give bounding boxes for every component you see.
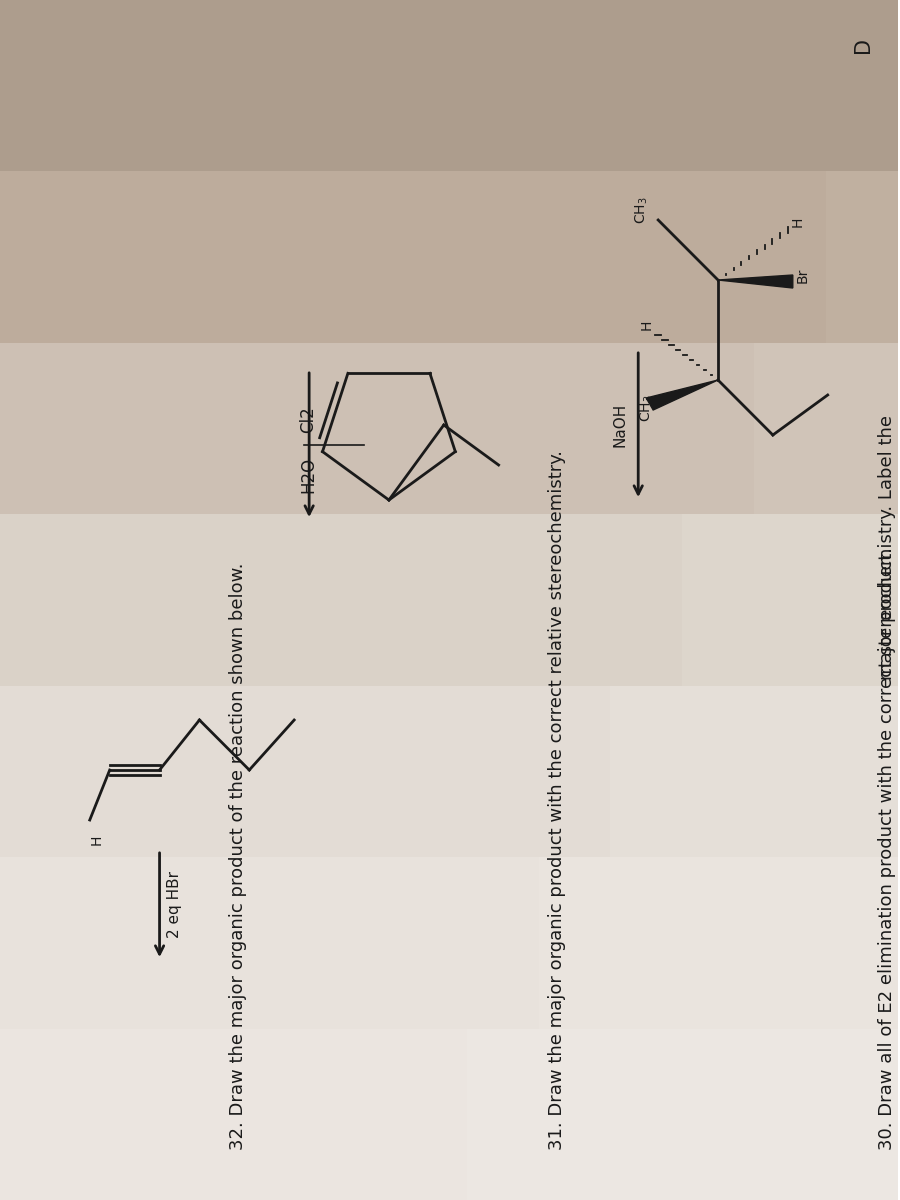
Bar [0, 685, 897, 857]
Bar [0, 343, 897, 515]
Text: CH$_3$: CH$_3$ [634, 196, 650, 224]
Text: H: H [791, 217, 805, 227]
Bar [0, 685, 610, 857]
Text: 30. Draw all of E2 elimination product with the correct stereochemistry. Label t: 30. Draw all of E2 elimination product w… [878, 415, 896, 1150]
Text: D: D [852, 37, 873, 53]
Bar [0, 857, 897, 1028]
Text: Br: Br [796, 268, 810, 283]
Bar [0, 515, 897, 685]
Text: major product.: major product. [878, 547, 896, 680]
Bar [0, 0, 897, 172]
Bar [0, 515, 682, 685]
Text: NaOH: NaOH [613, 403, 628, 448]
Bar [0, 172, 825, 343]
Bar [0, 1028, 467, 1200]
Text: H: H [90, 835, 104, 845]
Text: H2O: H2O [299, 457, 317, 493]
Bar [0, 343, 754, 515]
Text: 32. Draw the major organic product of the reaction shown below.: 32. Draw the major organic product of th… [230, 563, 248, 1150]
Polygon shape [646, 380, 718, 410]
Bar [0, 1028, 897, 1200]
Bar [0, 0, 897, 172]
Text: 31. Draw the major organic product with the correct relative stereochemistry.: 31. Draw the major organic product with … [548, 450, 566, 1150]
Text: H: H [639, 320, 653, 330]
Bar [0, 857, 538, 1028]
Polygon shape [718, 275, 793, 288]
Bar [0, 172, 897, 343]
Text: CH$_3$: CH$_3$ [638, 394, 654, 422]
Text: Cl2: Cl2 [299, 407, 317, 433]
Text: 2 eq HBr: 2 eq HBr [167, 871, 182, 938]
